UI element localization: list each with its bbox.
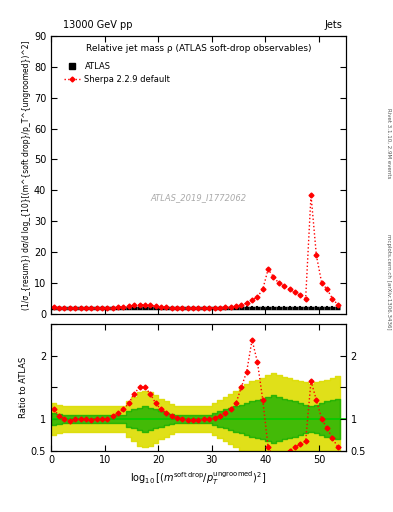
Text: 13000 GeV pp: 13000 GeV pp bbox=[63, 20, 132, 31]
Y-axis label: (1/σ_{resum}) dσ/d log_{10}[(m^{soft drop}/p_T^{ungroomed})^2]: (1/σ_{resum}) dσ/d log_{10}[(m^{soft dro… bbox=[22, 40, 31, 310]
Legend: ATLAS, Sherpa 2.2.9 default: ATLAS, Sherpa 2.2.9 default bbox=[61, 59, 173, 87]
X-axis label: $\log_{10}[(m^{\mathrm{soft\,drop}}/p_T^{\mathrm{ungroomed}})^2]$: $\log_{10}[(m^{\mathrm{soft\,drop}}/p_T^… bbox=[130, 470, 266, 487]
Text: Rivet 3.1.10, 2.9M events: Rivet 3.1.10, 2.9M events bbox=[386, 108, 391, 179]
Text: mcplots.cern.ch [arXiv:1306.3436]: mcplots.cern.ch [arXiv:1306.3436] bbox=[386, 234, 391, 329]
Text: Relative jet mass ρ (ATLAS soft-drop observables): Relative jet mass ρ (ATLAS soft-drop obs… bbox=[86, 44, 311, 53]
Text: Jets: Jets bbox=[324, 20, 342, 31]
Text: ATLAS_2019_I1772062: ATLAS_2019_I1772062 bbox=[151, 193, 246, 202]
Y-axis label: Ratio to ATLAS: Ratio to ATLAS bbox=[19, 357, 28, 418]
